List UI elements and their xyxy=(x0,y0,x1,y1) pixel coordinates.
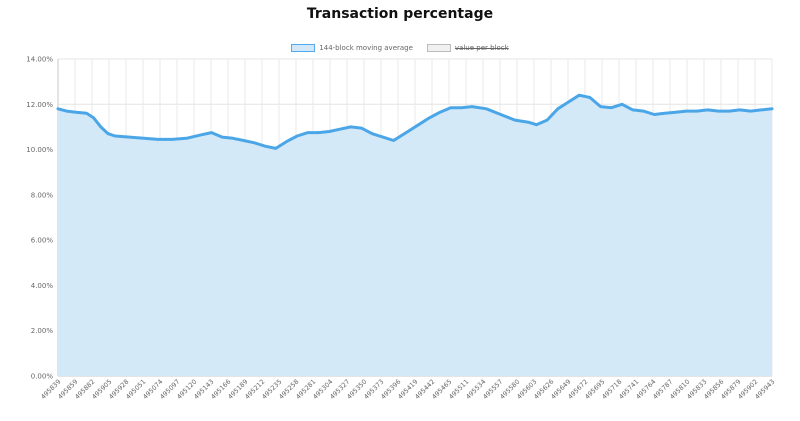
legend-item-moving-average[interactable]: 144-block moving average xyxy=(291,44,413,52)
legend-item-value-per-block[interactable]: value per block xyxy=(426,44,509,52)
y-tick-label: 2.00% xyxy=(31,327,54,335)
chart-legend: 144-block moving average value per block xyxy=(0,44,800,52)
y-tick-label: 4.00% xyxy=(31,282,54,290)
legend-label-moving-average: 144-block moving average xyxy=(319,44,413,52)
y-tick-label: 12.00% xyxy=(26,101,53,109)
series-line-0 xyxy=(56,93,774,150)
legend-label-value-per-block: value per block xyxy=(454,44,509,52)
y-tick-label: 8.00% xyxy=(31,191,54,199)
y-tick-label: 14.00% xyxy=(26,56,53,64)
y-tick-label: 6.00% xyxy=(31,237,54,245)
chart-title: Transaction percentage xyxy=(306,6,494,22)
y-tick-label: 0.00% xyxy=(31,373,54,381)
y-tick-label: 10.00% xyxy=(26,146,53,154)
series-area-0 xyxy=(58,95,772,376)
legend-swatch-moving-average xyxy=(291,44,316,52)
legend-swatch-value-per-block xyxy=(426,44,451,52)
